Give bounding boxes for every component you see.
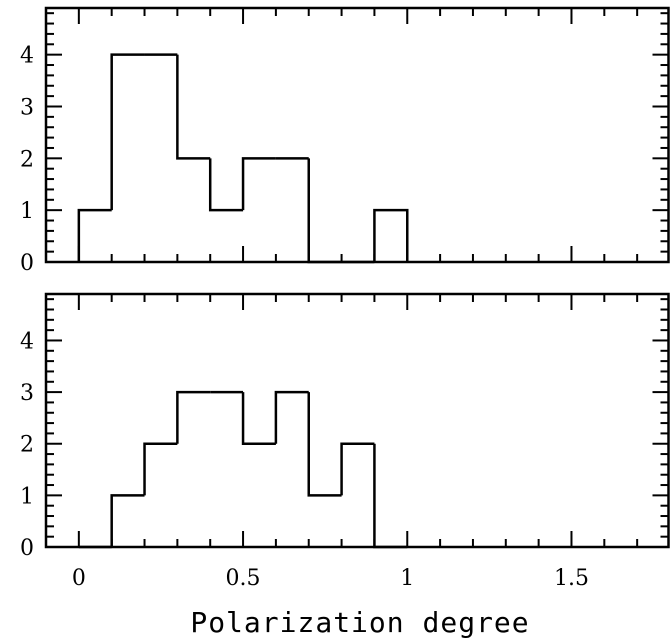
top-plot-frame xyxy=(44,6,670,264)
bottom-histogram-bin xyxy=(274,390,309,444)
bottom-histogram-bin xyxy=(340,442,375,496)
bottom-histogram-panel: 0 1 2 3 4 0 0.5 1 1.5 xyxy=(20,292,670,591)
bottom-y-tick-label: 2 xyxy=(20,433,34,458)
bottom-histogram-series xyxy=(78,390,408,549)
top-histogram-panel: 0 1 2 3 4 xyxy=(20,6,670,276)
top-y-tick-label: 4 xyxy=(20,44,34,69)
top-histogram-bin xyxy=(307,158,342,264)
top-y-tick-label: 2 xyxy=(20,147,34,172)
bottom-y-tick-label: 1 xyxy=(20,484,34,509)
bottom-histogram-bin xyxy=(307,392,342,497)
top-histogram-bin xyxy=(176,54,211,160)
bottom-y-tick-label: 3 xyxy=(20,381,34,406)
bottom-histogram-bin xyxy=(143,442,178,496)
bottom-x-tick-label: 0.5 xyxy=(226,566,261,591)
bottom-x-tick-label: 1.5 xyxy=(554,566,589,591)
top-y-tick-label: 3 xyxy=(20,95,34,120)
top-y-tick-label: 0 xyxy=(20,251,34,276)
bottom-y-tick-label: 4 xyxy=(20,329,34,354)
top-histogram-bin xyxy=(208,158,244,212)
bottom-x-tick-label: 0 xyxy=(72,566,86,591)
bottom-histogram-bin xyxy=(241,392,276,445)
top-histogram-bin xyxy=(77,208,112,262)
x-axis-title: Polarization degree xyxy=(190,606,529,639)
top-histogram-bin xyxy=(241,157,276,211)
top-y-tick-label: 1 xyxy=(20,199,34,224)
top-histogram-bin xyxy=(373,208,409,262)
bottom-histogram-bin xyxy=(176,390,211,444)
bottom-y-tick-label: 0 xyxy=(20,536,34,561)
top-histogram-bin xyxy=(110,53,145,211)
top-histogram-series xyxy=(77,53,409,264)
bottom-histogram-bin xyxy=(373,443,408,549)
bottom-plot-frame xyxy=(44,292,670,549)
bottom-histogram-bin xyxy=(110,494,145,547)
bottom-x-tick-label: 1 xyxy=(400,566,414,591)
